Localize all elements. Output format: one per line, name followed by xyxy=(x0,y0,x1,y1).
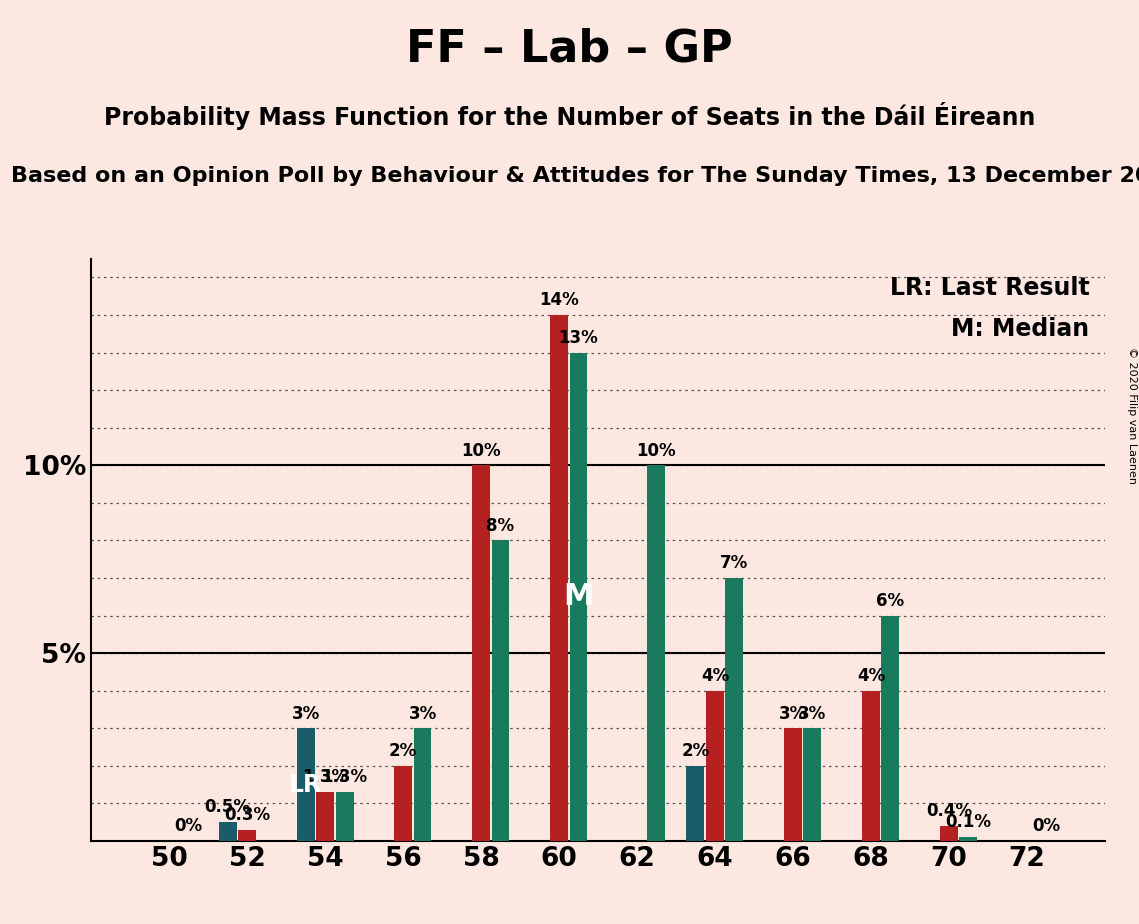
Bar xyxy=(570,353,588,841)
Text: 0.4%: 0.4% xyxy=(926,802,972,821)
Text: 3%: 3% xyxy=(409,704,436,723)
Text: 0.3%: 0.3% xyxy=(224,806,270,824)
Bar xyxy=(219,822,237,841)
Text: FF – Lab – GP: FF – Lab – GP xyxy=(407,28,732,71)
Text: 6%: 6% xyxy=(876,592,904,610)
Bar xyxy=(784,728,802,841)
Bar xyxy=(550,315,568,841)
Bar xyxy=(472,466,490,841)
Bar xyxy=(296,728,314,841)
Text: 2%: 2% xyxy=(681,742,710,760)
Text: 14%: 14% xyxy=(539,291,579,310)
Text: 3%: 3% xyxy=(292,704,320,723)
Bar xyxy=(336,792,353,841)
Text: 10%: 10% xyxy=(461,442,501,459)
Text: Based on an Opinion Poll by Behaviour & Attitudes for The Sunday Times, 13 Decem: Based on an Opinion Poll by Behaviour & … xyxy=(11,166,1139,187)
Text: M: Median: M: Median xyxy=(951,317,1090,341)
Bar xyxy=(647,466,665,841)
Bar xyxy=(726,578,744,841)
Bar xyxy=(238,830,256,841)
Bar xyxy=(492,541,509,841)
Text: M: M xyxy=(564,582,593,611)
Text: 4%: 4% xyxy=(700,667,729,685)
Text: 0.1%: 0.1% xyxy=(945,813,991,832)
Bar xyxy=(882,615,900,841)
Text: LR: Last Result: LR: Last Result xyxy=(890,276,1090,300)
Bar xyxy=(394,766,412,841)
Text: Probability Mass Function for the Number of Seats in the Dáil Éireann: Probability Mass Function for the Number… xyxy=(104,102,1035,129)
Text: 7%: 7% xyxy=(720,554,748,572)
Text: LR: LR xyxy=(289,772,322,796)
Text: 3%: 3% xyxy=(779,704,808,723)
Text: 0.5%: 0.5% xyxy=(205,798,251,817)
Text: 10%: 10% xyxy=(637,442,677,459)
Text: 4%: 4% xyxy=(857,667,885,685)
Bar xyxy=(959,837,977,841)
Text: 0%: 0% xyxy=(174,817,203,835)
Text: 0%: 0% xyxy=(1032,817,1060,835)
Bar xyxy=(317,792,334,841)
Text: 2%: 2% xyxy=(388,742,417,760)
Text: 13%: 13% xyxy=(558,329,598,347)
Text: © 2020 Filip van Laenen: © 2020 Filip van Laenen xyxy=(1126,347,1137,484)
Bar xyxy=(706,690,724,841)
Text: 1.3%: 1.3% xyxy=(321,769,368,786)
Bar xyxy=(862,690,879,841)
Bar xyxy=(687,766,704,841)
Bar xyxy=(803,728,821,841)
Text: 1.3%: 1.3% xyxy=(302,769,349,786)
Text: 3%: 3% xyxy=(798,704,827,723)
Text: 8%: 8% xyxy=(486,517,515,535)
Bar xyxy=(413,728,432,841)
Bar xyxy=(940,826,958,841)
